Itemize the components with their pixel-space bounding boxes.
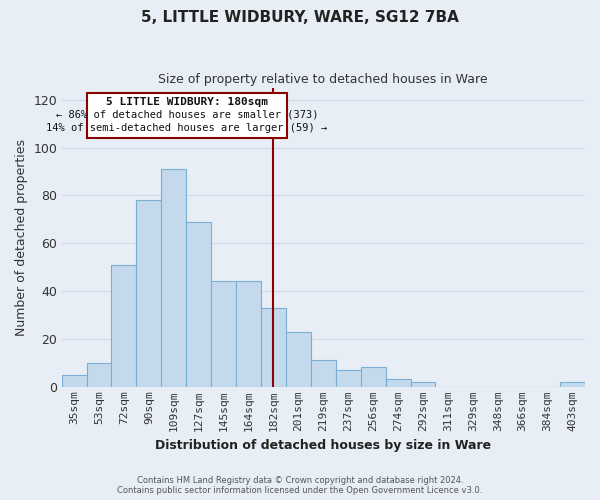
Bar <box>560 382 585 386</box>
FancyBboxPatch shape <box>86 93 287 138</box>
Bar <box>386 380 410 386</box>
Bar <box>236 282 261 387</box>
Text: 5 LITTLE WIDBURY: 180sqm: 5 LITTLE WIDBURY: 180sqm <box>106 98 268 108</box>
Bar <box>161 169 186 386</box>
X-axis label: Distribution of detached houses by size in Ware: Distribution of detached houses by size … <box>155 440 491 452</box>
Bar <box>186 222 211 386</box>
Bar <box>136 200 161 386</box>
Text: Contains HM Land Registry data © Crown copyright and database right 2024.
Contai: Contains HM Land Registry data © Crown c… <box>118 476 482 495</box>
Bar <box>62 374 86 386</box>
Bar <box>86 362 112 386</box>
Bar <box>361 368 386 386</box>
Text: ← 86% of detached houses are smaller (373): ← 86% of detached houses are smaller (37… <box>56 110 318 120</box>
Bar <box>286 332 311 386</box>
Text: 5, LITTLE WIDBURY, WARE, SG12 7BA: 5, LITTLE WIDBURY, WARE, SG12 7BA <box>141 10 459 25</box>
Bar <box>112 264 136 386</box>
Text: 14% of semi-detached houses are larger (59) →: 14% of semi-detached houses are larger (… <box>46 123 328 133</box>
Bar <box>211 282 236 387</box>
Bar <box>261 308 286 386</box>
Title: Size of property relative to detached houses in Ware: Size of property relative to detached ho… <box>158 72 488 86</box>
Bar <box>410 382 436 386</box>
Y-axis label: Number of detached properties: Number of detached properties <box>15 139 28 336</box>
Bar <box>311 360 336 386</box>
Bar <box>336 370 361 386</box>
